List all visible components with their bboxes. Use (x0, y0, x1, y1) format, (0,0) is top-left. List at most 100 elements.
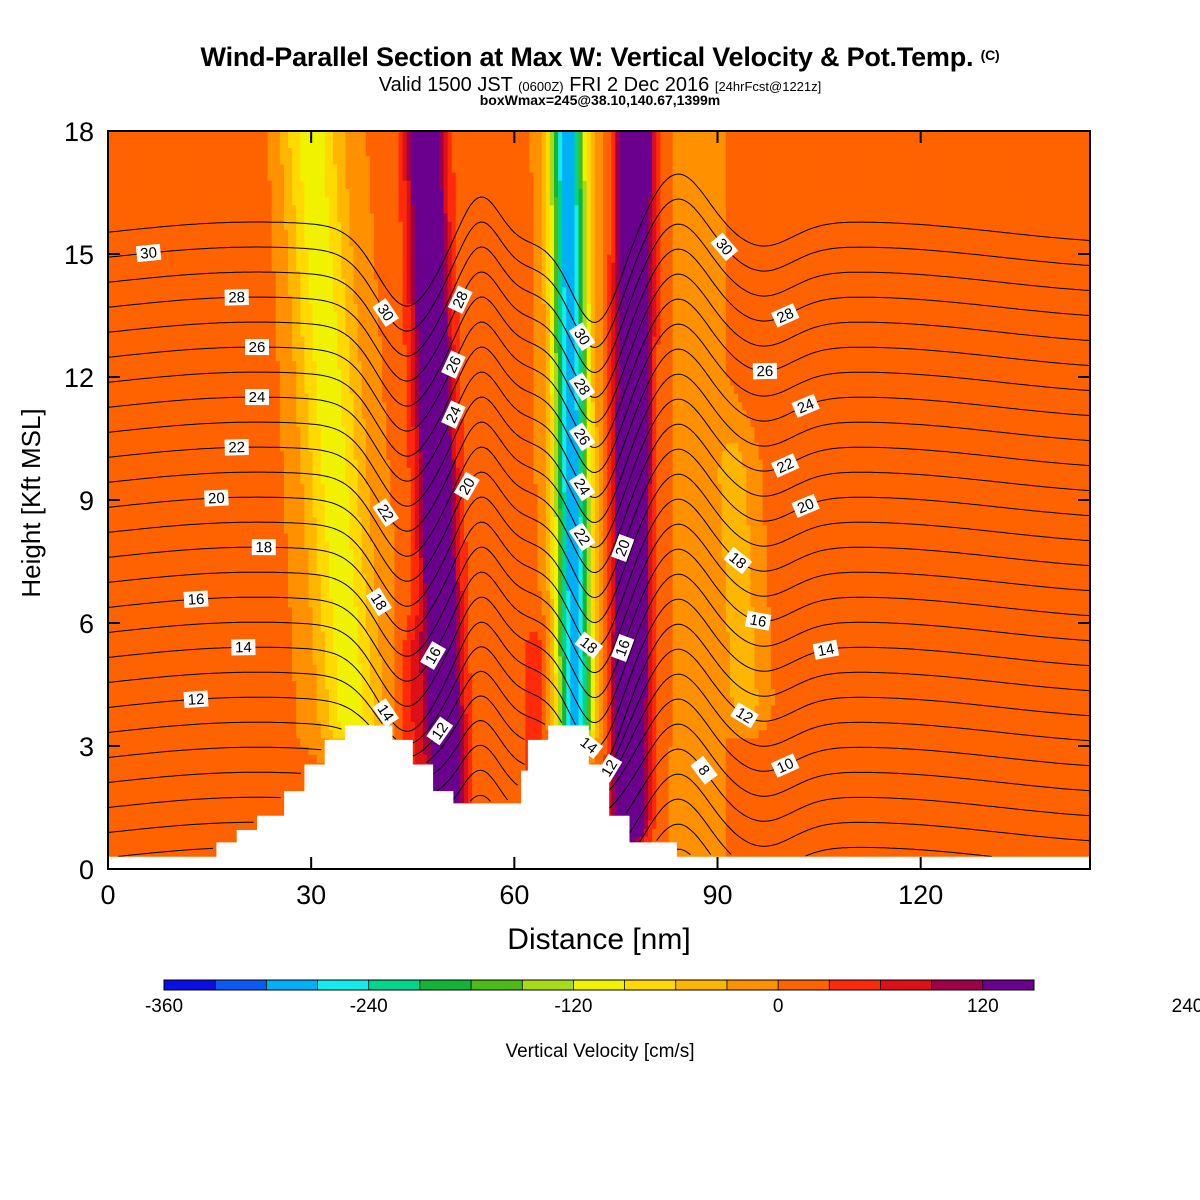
w-cell (247, 754, 252, 763)
w-cell (181, 647, 187, 657)
w-cell (206, 549, 211, 558)
w-cell (165, 532, 170, 542)
w-cell (193, 286, 199, 296)
w-cell (267, 196, 273, 206)
w-cell (173, 475, 179, 485)
w-cell (112, 746, 117, 755)
w-cell (218, 565, 224, 575)
w-cell (234, 311, 240, 321)
w-cell (304, 442, 310, 452)
w-cell (148, 311, 154, 321)
w-cell (112, 213, 117, 222)
w-cell (173, 352, 179, 362)
w-cell (157, 139, 162, 148)
w-cell (185, 278, 191, 288)
w-cell (255, 573, 260, 583)
chart-subtitle: Valid 1500 JST (0600Z) FRI 2 Dec 2016 [2… (0, 74, 1200, 97)
w-cell (165, 221, 170, 230)
w-cell (148, 204, 154, 214)
w-cell (132, 229, 138, 239)
w-cell (238, 262, 244, 271)
w-cell (296, 721, 301, 731)
w-cell (173, 754, 179, 763)
w-cell (279, 549, 285, 558)
w-cell (247, 541, 252, 550)
w-cell (140, 368, 146, 378)
w-cell (153, 459, 158, 468)
w-cell (165, 737, 170, 747)
w-cell (132, 270, 138, 280)
w-cell (132, 746, 138, 755)
w-cell (214, 483, 220, 493)
w-cell (132, 139, 138, 148)
w-cell (226, 582, 232, 591)
w-cell (202, 647, 207, 657)
w-cell (271, 680, 277, 690)
w-cell (255, 262, 260, 271)
w-cell (247, 713, 252, 722)
w-cell (157, 327, 162, 337)
w-cell (198, 549, 203, 558)
w-cell (148, 344, 154, 353)
w-cell (243, 352, 248, 362)
w-cell (234, 303, 240, 312)
w-cell (214, 811, 220, 821)
w-cell (251, 434, 256, 444)
w-cell (112, 409, 117, 419)
w-cell (157, 828, 162, 837)
w-cell (148, 680, 154, 690)
w-cell (177, 664, 183, 673)
w-cell (181, 409, 187, 419)
w-cell (222, 139, 228, 148)
w-cell (283, 664, 289, 673)
w-cell (283, 434, 289, 444)
w-cell (296, 508, 301, 517)
w-cell (112, 368, 117, 378)
w-cell (218, 254, 224, 263)
w-cell (206, 811, 211, 821)
w-cell (259, 245, 265, 255)
w-cell (157, 262, 162, 271)
w-cell (292, 729, 297, 739)
w-cell (202, 664, 207, 673)
w-cell (177, 828, 183, 837)
w-cell (189, 532, 195, 542)
w-cell (144, 606, 150, 616)
w-cell (210, 311, 215, 321)
w-cell (112, 729, 117, 739)
w-cell (128, 483, 134, 493)
w-cell (140, 557, 146, 567)
w-cell (202, 303, 207, 312)
w-cell (251, 286, 256, 296)
w-cell (165, 303, 170, 312)
w-cell (300, 508, 305, 517)
w-cell (243, 664, 248, 673)
w-cell (189, 278, 195, 288)
w-cell (181, 295, 187, 304)
w-cell (267, 598, 273, 608)
w-cell (251, 172, 256, 181)
w-cell (148, 737, 154, 747)
w-cell (202, 573, 207, 583)
w-cell (312, 393, 318, 403)
w-cell (132, 672, 138, 681)
w-cell (173, 254, 179, 263)
w-cell (206, 377, 211, 386)
w-cell (234, 188, 240, 198)
w-cell (124, 180, 130, 189)
w-cell (157, 664, 162, 673)
w-cell (193, 303, 199, 312)
w-cell (169, 434, 175, 444)
w-cell (320, 729, 326, 739)
w-cell (202, 795, 207, 804)
w-cell (251, 655, 256, 665)
w-cell (324, 262, 330, 271)
w-cell (181, 475, 187, 485)
w-cell (202, 737, 207, 747)
w-cell (157, 344, 162, 353)
w-cell (304, 754, 310, 763)
w-cell (124, 377, 130, 386)
w-cell (234, 336, 240, 345)
w-cell (279, 483, 285, 493)
